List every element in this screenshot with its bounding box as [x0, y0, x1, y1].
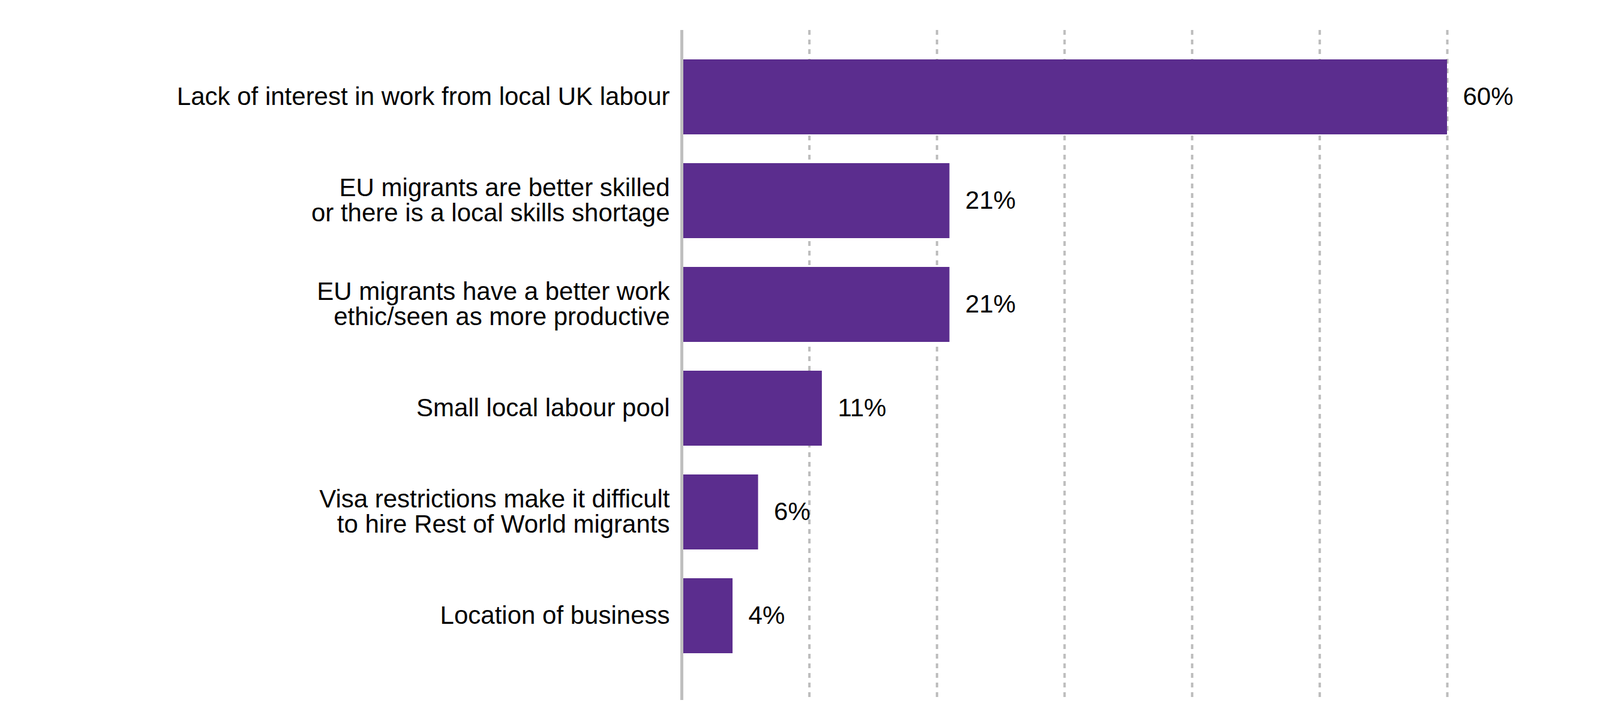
svg-text:21%: 21%	[965, 289, 1016, 318]
svg-text:Visa restrictions make it diff: Visa restrictions make it difficultto hi…	[319, 484, 671, 539]
svg-text:Location of business: Location of business	[440, 601, 671, 630]
svg-text:4%: 4%	[748, 601, 786, 630]
svg-text:Small local labour pool: Small local labour pool	[416, 393, 671, 422]
svg-text:Lack of interest in work from: Lack of interest in work from local UK l…	[176, 82, 671, 111]
svg-text:11%: 11%	[837, 393, 887, 422]
svg-text:EU migrants have a better work: EU migrants have a better workethic/seen…	[316, 277, 671, 331]
svg-text:60%: 60%	[1463, 82, 1514, 111]
svg-text:EU migrants are better skilled: EU migrants are better skilledor there i…	[311, 173, 671, 227]
svg-text:21%: 21%	[965, 185, 1016, 215]
svg-text:6%: 6%	[773, 497, 811, 526]
